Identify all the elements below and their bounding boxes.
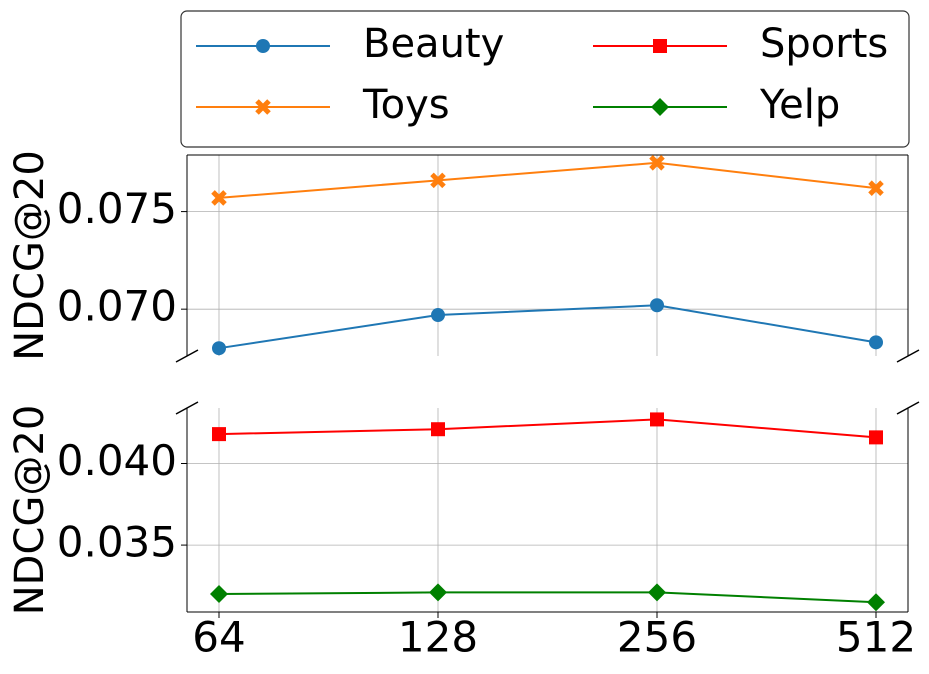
marker [869,335,883,350]
x-tick-label: 512 [836,613,916,662]
marker [649,155,665,171]
marker [211,190,227,206]
y-axis-label: NDCG@20 [7,150,53,361]
marker [868,180,884,196]
y-tick-label: 0.035 [57,518,177,567]
marker [650,412,664,427]
x-tick-label: 128 [398,613,478,662]
marker [429,583,447,602]
y-tick-label: 0.075 [57,184,177,233]
marker [650,298,664,313]
line [218,591,877,604]
legend-marker [653,39,667,53]
legend-label: Sports [760,21,888,67]
legend-label: Beauty [363,21,504,67]
y-axis-label: NDCG@20 [7,405,53,616]
line [218,418,877,439]
legend-marker [256,39,270,53]
x-tick-label: 64 [192,613,245,662]
x-tick-label: 256 [617,613,697,662]
legend-label: Yelp [759,82,840,128]
y-tick-label: 0.040 [57,436,177,485]
legend-marker [651,98,669,116]
marker [430,172,446,189]
marker [431,308,445,323]
marker [212,341,226,356]
marker [431,422,445,437]
line [218,161,877,199]
y-tick-label: 0.070 [57,282,177,331]
marker [869,430,883,445]
marker [648,583,666,602]
line [218,304,877,350]
marker [867,593,885,612]
legend-marker [255,99,271,115]
legend-label: Toys [362,82,450,128]
marker [212,427,226,442]
marker [210,585,228,604]
